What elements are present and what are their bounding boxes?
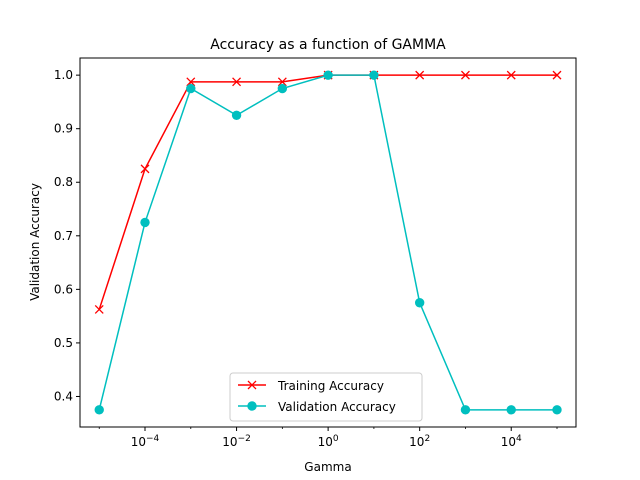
data-point-validation [186,83,196,94]
x-tick-label: 10−2 [222,434,251,449]
y-tick-label: 0.8 [54,175,73,189]
legend-marker-training [247,380,257,390]
legend-label-validation: Validation Accuracy [278,400,396,414]
data-point-training [277,77,287,87]
data-point-training [460,70,470,80]
data-point-validation [369,70,379,80]
x-tick-label: 102 [409,434,430,449]
y-tick-label: 0.6 [54,282,73,296]
data-point-validation [231,110,242,121]
data-point-validation [94,405,104,415]
y-tick-label: 0.4 [54,389,73,403]
legend-marker-validation [247,401,257,411]
data-point-training [140,164,150,174]
legend-box [229,372,423,422]
legend: Training Accuracy Validation Accuracy [229,372,423,422]
data-point-validation [552,405,562,415]
data-point-validation [140,217,150,228]
x-axis-ticks: 10−4 10−2 100 102 104 [98,427,558,449]
data-point-training [186,77,196,87]
plot-area [80,58,576,427]
y-axis-ticks: 0.4 0.5 0.6 0.7 0.8 0.9 1.0 [54,68,80,403]
chart-title: Accuracy as a function of GAMMA [210,37,446,53]
data-point-training [232,77,242,87]
x-tick-label: 104 [501,434,522,449]
data-point-validation [460,405,471,415]
data-point-validation [277,83,288,94]
y-tick-label: 1.0 [54,68,73,82]
data-point-training [94,304,104,314]
x-tick-label: 10−4 [131,434,160,449]
y-tick-label: 0.7 [54,229,73,243]
y-tick-label: 0.9 [54,122,73,136]
x-tick-label: 100 [318,434,339,449]
series-layer [94,70,562,415]
x-axis-label: Gamma [304,460,351,474]
y-tick-label: 0.5 [54,336,73,350]
legend-marker-training-glyph [247,380,257,390]
legend-label-training: Training Accuracy [277,379,384,393]
legend-marker-validation-glyph [247,401,257,411]
data-point-training [506,70,516,80]
y-axis-label: Validation Accuracy [28,183,42,301]
data-point-validation [506,405,516,415]
data-point-training [552,70,562,80]
data-point-validation [414,298,425,308]
data-point-validation [323,70,333,80]
data-point-training [415,70,425,80]
